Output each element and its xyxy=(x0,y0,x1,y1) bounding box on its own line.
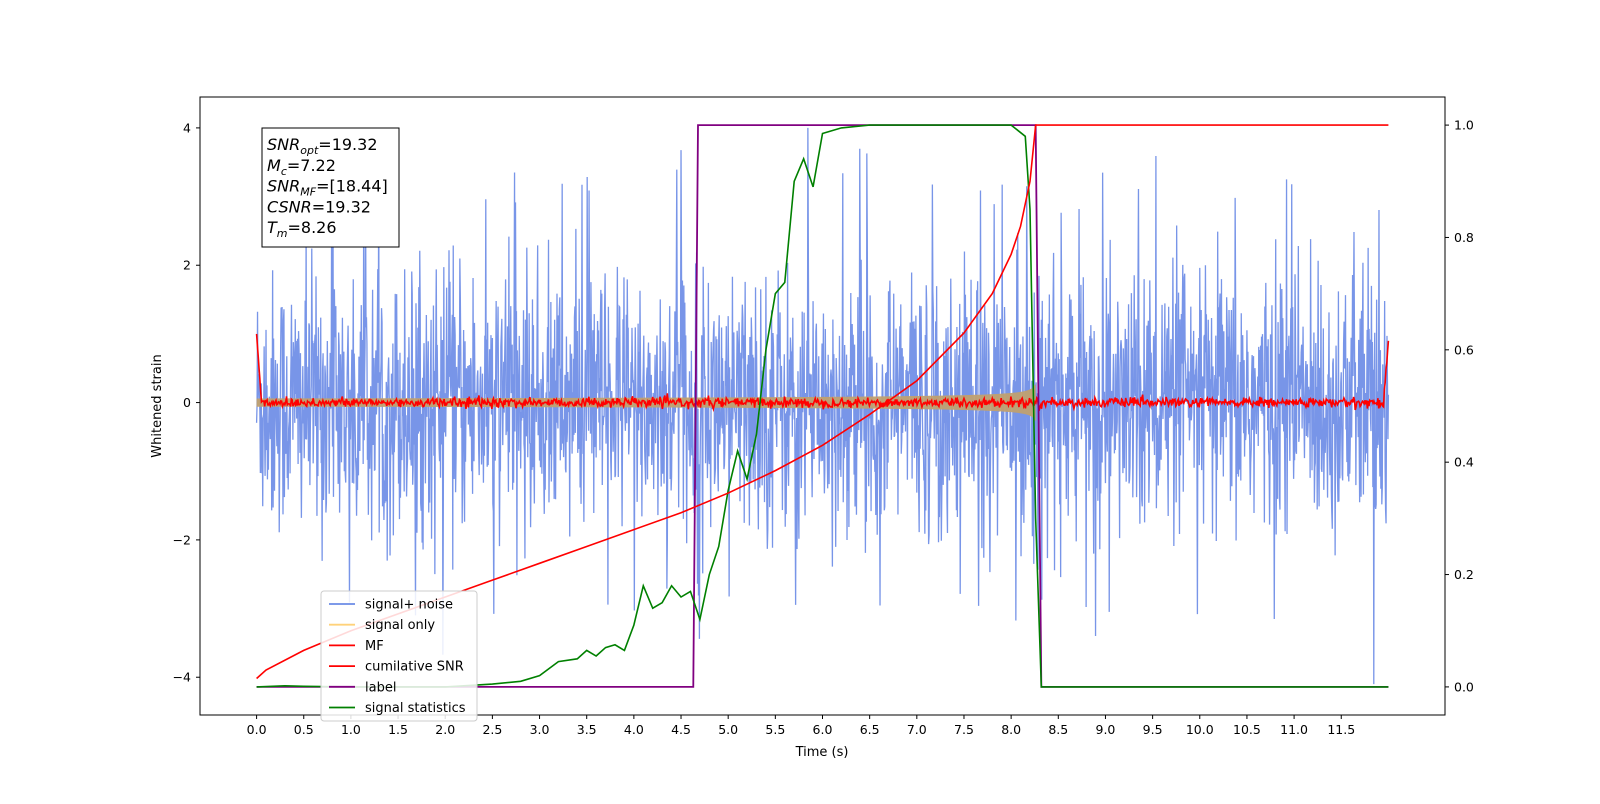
y2-tick-label: 1.0 xyxy=(1454,118,1474,133)
legend-label: label xyxy=(365,680,396,695)
y2-tick-label: 0.2 xyxy=(1454,567,1474,582)
x-tick-label: 2.0 xyxy=(435,722,455,737)
series-signal-noise-line xyxy=(255,127,1390,685)
legend-label: signal statistics xyxy=(365,701,466,716)
x-tick-label: 3.5 xyxy=(577,722,597,737)
x-axis: 0.0 0.5 1.0 1.5 2.0 2.5 3.0 3.5 4.0 4.5 5.0 5.5 6.0 6… xyxy=(247,715,1355,737)
x-axis-label: Time (s) xyxy=(795,745,849,760)
x-tick-label: 9.0 xyxy=(1096,722,1116,737)
y-tick-label: 0 xyxy=(183,395,191,410)
x-tick-label: 6.5 xyxy=(860,722,880,737)
x-tick-label: 0.5 xyxy=(294,722,314,737)
y-axis-left: −4 −2 0 2 4 xyxy=(173,120,200,685)
info-box-line: Tm=8.26 xyxy=(267,218,337,240)
legend: signal+ noise signal only MF cumilative SNR… xyxy=(320,590,478,722)
x-tick-label: 5.5 xyxy=(765,722,785,737)
info-box-line: Mc=7.22 xyxy=(267,156,336,178)
x-tick-label: 6.0 xyxy=(813,722,833,737)
plot-area xyxy=(255,124,1390,688)
x-tick-label: 5.0 xyxy=(718,722,738,737)
y-tick-label: 2 xyxy=(183,258,191,273)
x-tick-label: 7.5 xyxy=(954,722,974,737)
x-tick-label: 3.0 xyxy=(530,722,550,737)
legend-label: signal only xyxy=(365,618,435,633)
x-tick-label: 9.5 xyxy=(1143,722,1163,737)
x-tick-label: 1.5 xyxy=(388,722,408,737)
series-signal-statistics-line xyxy=(256,124,1389,688)
legend-label: MF xyxy=(365,639,384,654)
x-tick-label: 1.0 xyxy=(341,722,361,737)
x-tick-label: 2.5 xyxy=(482,722,502,737)
legend-label: cumilative SNR xyxy=(365,660,464,675)
x-tick-label: 10.5 xyxy=(1233,722,1261,737)
info-box-frame xyxy=(261,127,400,248)
y2-tick-label: 0.6 xyxy=(1454,342,1474,357)
y2-tick-label: 0.4 xyxy=(1454,455,1474,470)
x-tick-label: 11.5 xyxy=(1327,722,1355,737)
series-mf-line xyxy=(255,333,1390,413)
legend-label: signal+ noise xyxy=(365,598,453,613)
y-tick-label: 4 xyxy=(183,120,191,135)
stats-info-box: SNRopt=19.32Mc=7.22SNRMF=[18.44]CSNR=19.… xyxy=(261,127,400,248)
x-tick-label: 8.5 xyxy=(1048,722,1068,737)
legend-frame xyxy=(320,590,478,722)
info-box-line: SNRopt=19.32 xyxy=(267,135,378,157)
x-tick-label: 10.0 xyxy=(1186,722,1214,737)
y-axis-right: 0.0 0.2 0.4 0.6 0.8 1.0 xyxy=(1445,118,1474,694)
x-tick-label: 4.0 xyxy=(624,722,644,737)
info-box-line: CSNR=19.32 xyxy=(267,197,371,216)
x-tick-label: 7.0 xyxy=(907,722,927,737)
x-tick-label: 4.5 xyxy=(671,722,691,737)
x-tick-label: 11.0 xyxy=(1280,722,1308,737)
info-box-line: SNRMF=[18.44] xyxy=(267,177,388,199)
y-tick-label: −2 xyxy=(173,532,191,547)
y2-tick-label: 0.0 xyxy=(1454,679,1474,694)
x-tick-label: 0.0 xyxy=(247,722,267,737)
y2-tick-label: 0.8 xyxy=(1454,230,1474,245)
y-tick-label: −4 xyxy=(173,670,191,685)
x-tick-label: 8.0 xyxy=(1001,722,1021,737)
y-axis-label: Whitened strain xyxy=(150,354,165,457)
